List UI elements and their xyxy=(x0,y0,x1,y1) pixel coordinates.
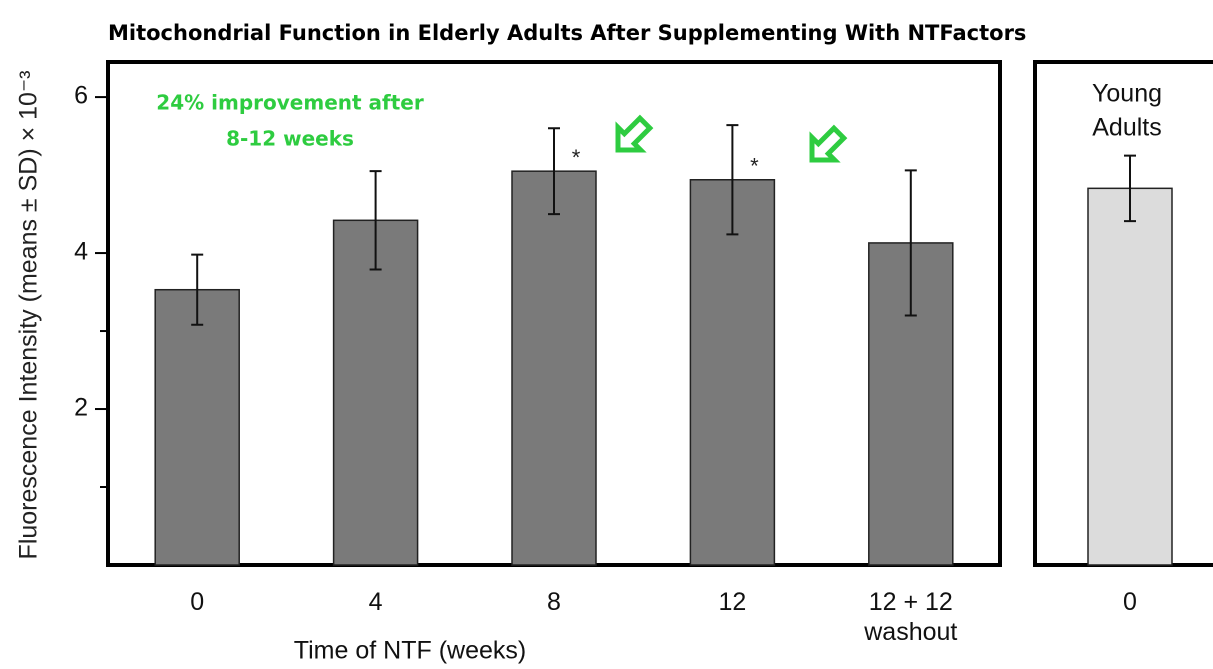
annotation: 8-12 weeks xyxy=(226,127,354,151)
arrow xyxy=(809,124,848,163)
y-tick-label: 6 xyxy=(74,82,88,110)
x-tick-label: 8 xyxy=(547,588,561,616)
bar xyxy=(332,219,419,566)
annotation: 24% improvement after xyxy=(156,91,424,115)
y-tick-label: 4 xyxy=(74,238,88,266)
x-tick-label: 12 xyxy=(718,588,747,616)
x-tick-label: 0 xyxy=(1123,588,1137,616)
panel-label: Adults xyxy=(1092,114,1161,142)
significance-marker: * xyxy=(572,145,581,170)
error-bar xyxy=(1124,154,1136,223)
bar xyxy=(511,170,597,566)
y-axis-label: Fluorescence Intensity (means ± SD) × 10… xyxy=(15,71,43,560)
error-bar xyxy=(726,124,739,236)
y-tick-label: 2 xyxy=(74,394,88,422)
error-bar xyxy=(369,170,382,271)
significance-marker: * xyxy=(750,154,759,179)
arrow xyxy=(615,114,654,153)
bar xyxy=(1087,187,1173,566)
x-tick-label: 4 xyxy=(368,588,383,616)
bar xyxy=(689,179,776,566)
error-bar xyxy=(191,253,204,326)
x-axis-label: Time of NTF (weeks) xyxy=(294,637,526,665)
error-bar xyxy=(904,169,917,317)
error-bar xyxy=(548,127,560,216)
chart-title: Mitochondrial Function in Elderly Adults… xyxy=(108,21,1026,45)
bar xyxy=(154,288,240,566)
panel-label: Young xyxy=(1092,80,1162,108)
arrows xyxy=(615,114,848,163)
x-tick-label: 0 xyxy=(190,588,205,616)
x-tick-label: 12 + 12 washout xyxy=(864,588,958,646)
